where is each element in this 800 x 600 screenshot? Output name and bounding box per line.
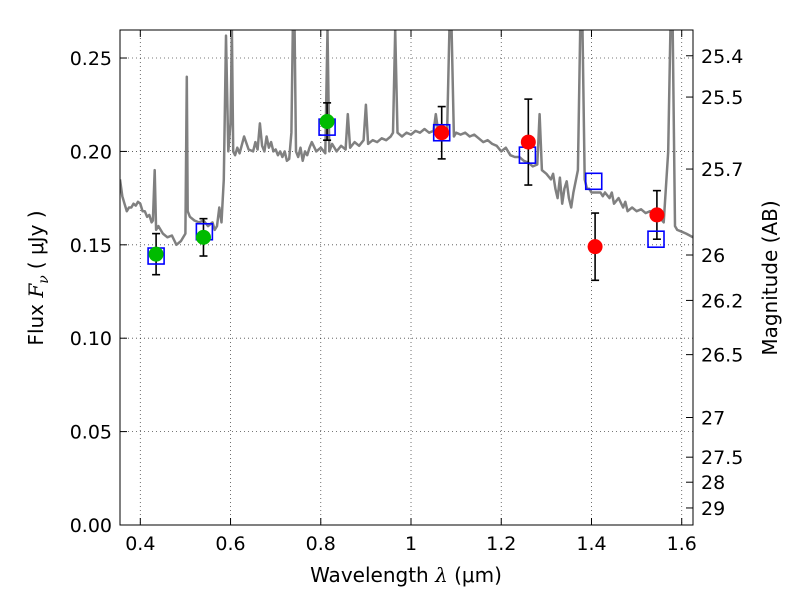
x-tick-label: 0.4 xyxy=(125,533,155,555)
y-axis-title-prefix: Flux xyxy=(24,304,48,346)
magnitude-tick-label: 28 xyxy=(701,472,725,494)
x-tick-label: 1.4 xyxy=(576,533,606,555)
magnitude-tick-label: 27 xyxy=(701,408,725,430)
x-tick-label: 1 xyxy=(405,533,417,555)
magnitude-tick-label: 25.7 xyxy=(701,159,743,181)
y-tick-label: 0.05 xyxy=(70,422,112,444)
x-tick-label: 0.6 xyxy=(215,533,245,555)
model-photometry-square xyxy=(432,123,451,142)
y-axis-title-subscript: ν xyxy=(36,275,52,284)
red-data-point xyxy=(587,239,603,255)
red-data-point xyxy=(649,207,665,223)
y-tick-label: 0.15 xyxy=(70,235,112,257)
x-tick-label: 1.6 xyxy=(667,533,697,555)
magnitude-tick-label: 25.4 xyxy=(701,46,743,68)
x-axis-title: Wavelength λ (μm) xyxy=(310,563,502,587)
magnitude-tick-label: 29 xyxy=(701,498,725,520)
y-tick-label: 0.20 xyxy=(70,141,112,163)
magnitude-tick-label: 26 xyxy=(701,245,725,267)
x-tick-label: 0.8 xyxy=(306,533,336,555)
green-data-point xyxy=(319,114,335,130)
x-axis-title-prefix: Wavelength xyxy=(310,563,429,587)
green-data-point xyxy=(195,229,211,245)
magnitude-tick-label: 26.2 xyxy=(701,290,743,312)
data-points-layer xyxy=(147,98,665,282)
red-data-point xyxy=(434,125,450,141)
magnitude-tick-label: 27.5 xyxy=(701,447,743,469)
y-tick-label: 0.00 xyxy=(70,515,112,537)
x-axis-title-unit: (μm) xyxy=(454,563,502,587)
y-tick-label: 0.10 xyxy=(70,328,112,350)
y-axis-title-unit: ( μJy ) xyxy=(24,210,48,269)
y-tick-label: 0.25 xyxy=(70,48,112,70)
grid-lines xyxy=(120,30,693,526)
y2-axis-title: Magnitude (AB) xyxy=(758,200,782,355)
y-axis-title-symbol: F xyxy=(24,283,48,299)
magnitude-tick-label: 25.5 xyxy=(701,87,743,109)
plot-background xyxy=(120,30,693,525)
red-data-point xyxy=(520,134,536,150)
model-photometry-square xyxy=(584,172,603,191)
x-tick-label: 1.2 xyxy=(486,533,516,555)
y-axis-title: Flux Fν ( μJy ) xyxy=(24,210,52,345)
x-axis-title-lambda: λ xyxy=(434,563,448,587)
magnitude-tick-label: 26.5 xyxy=(701,345,743,367)
axis-ticks: 0.4 0.6 0.8 1 1.2 1.4 1.6 0.00 0.05 0.10 0.15 0.20 0… xyxy=(70,30,743,555)
green-data-point xyxy=(148,246,164,262)
plot-frame xyxy=(119,29,694,526)
model-photometry-square xyxy=(647,230,665,249)
